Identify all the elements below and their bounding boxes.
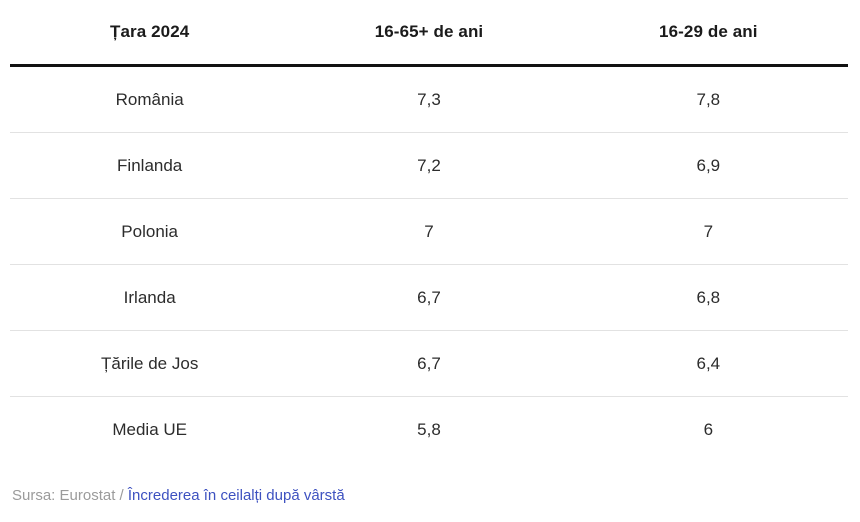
young-value-cell: 6	[703, 419, 714, 439]
table-row: Finlanda 7,2 6,9	[10, 133, 848, 199]
country-cell: Finlanda	[117, 155, 183, 175]
young-value-cell: 7,8	[696, 89, 721, 109]
country-cell: România	[115, 89, 184, 109]
table-row: Media UE 5,8 6	[10, 397, 848, 462]
table-row: Irlanda 6,7 6,8	[10, 265, 848, 331]
table-body: România 7,3 7,8 Finlanda 7,2 6,9 Polonia…	[10, 67, 848, 462]
all-ages-value-cell: 7	[424, 221, 434, 241]
young-value-cell: 7	[703, 221, 714, 241]
source-link[interactable]: Încrederea în ceilalți după vârstă	[127, 487, 345, 504]
all-ages-value-cell: 6,7	[417, 287, 441, 307]
all-ages-value-cell: 6,7	[417, 353, 441, 373]
young-value-cell: 6,8	[696, 287, 721, 307]
column-header-young: 16-29 de ani	[659, 22, 758, 41]
column-header-all-ages: 16-65+ de ani	[374, 22, 484, 41]
table-header-row: Țara 2024 16-65+ de ani 16-29 de ani	[10, 0, 848, 67]
all-ages-value-cell: 7,3	[417, 89, 441, 109]
source-line: Sursa: Eurostat / Încrederea în ceilalți…	[12, 487, 345, 504]
all-ages-value-cell: 5,8	[417, 419, 441, 439]
country-cell: Polonia	[121, 221, 179, 241]
country-cell: Irlanda	[123, 287, 176, 307]
all-ages-value-cell: 7,2	[417, 155, 441, 175]
table-row: Țările de Jos 6,7 6,4	[10, 331, 848, 397]
young-value-cell: 6,9	[696, 155, 721, 175]
source-prefix: Sursa: Eurostat /	[12, 487, 128, 504]
country-cell: Țările de Jos	[101, 353, 199, 373]
country-cell: Media UE	[112, 419, 187, 439]
column-header-country: Țara 2024	[109, 22, 190, 41]
table-row: Polonia 7 7	[10, 199, 848, 265]
data-table: Țara 2024 16-65+ de ani 16-29 de ani Rom…	[10, 0, 848, 462]
table-row: România 7,3 7,8	[10, 67, 848, 133]
young-value-cell: 6,4	[696, 353, 721, 373]
